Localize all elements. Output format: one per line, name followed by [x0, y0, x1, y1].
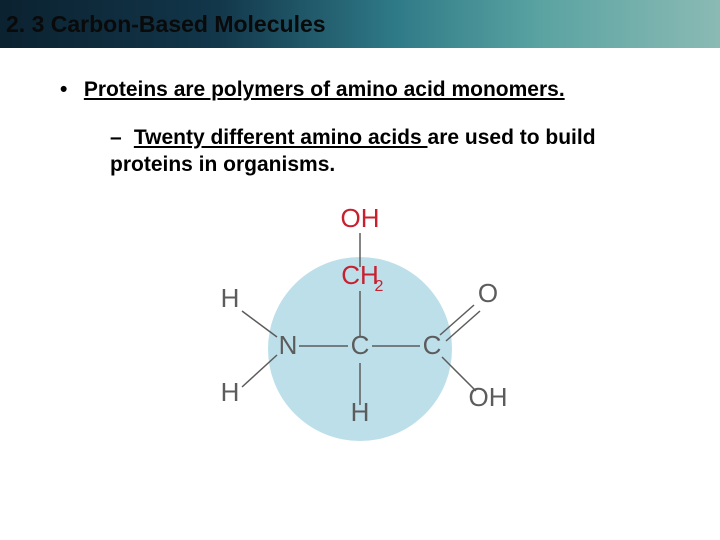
atom-C_right: C — [423, 330, 442, 360]
bullet-sub-underlined: Twenty different amino acids — [134, 126, 428, 149]
section-header: 2. 3 Carbon-Based Molecules — [0, 0, 720, 48]
molecule-svg: OH CH2 C N H H H C O OH — [180, 199, 540, 449]
content-area: • Proteins are polymers of amino acid mo… — [0, 48, 720, 179]
bullet-marker: • — [60, 78, 78, 102]
atom-OH_top: OH — [341, 203, 380, 233]
atom-O: O — [478, 278, 498, 308]
bullet-primary-text: Proteins are polymers of amino acid mono… — [84, 78, 565, 101]
molecule-diagram: OH CH2 C N H H H C O OH — [0, 199, 720, 449]
atom-C: C — [351, 330, 370, 360]
atom-CH2: CH — [341, 260, 379, 290]
atom-H_top: H — [221, 283, 240, 313]
atom-OH_br: OH — [469, 382, 508, 412]
atom-H_below: H — [351, 397, 370, 427]
atom-CH2_sub: 2 — [375, 278, 384, 295]
section-title: 2. 3 Carbon-Based Molecules — [6, 11, 326, 38]
atom-H_bot: H — [221, 377, 240, 407]
atom-N: N — [279, 330, 298, 360]
sub-bullet-marker: – — [110, 124, 128, 151]
bullet-sub: – Twenty different amino acids are used … — [110, 124, 680, 179]
bullet-primary: • Proteins are polymers of amino acid mo… — [60, 78, 680, 102]
